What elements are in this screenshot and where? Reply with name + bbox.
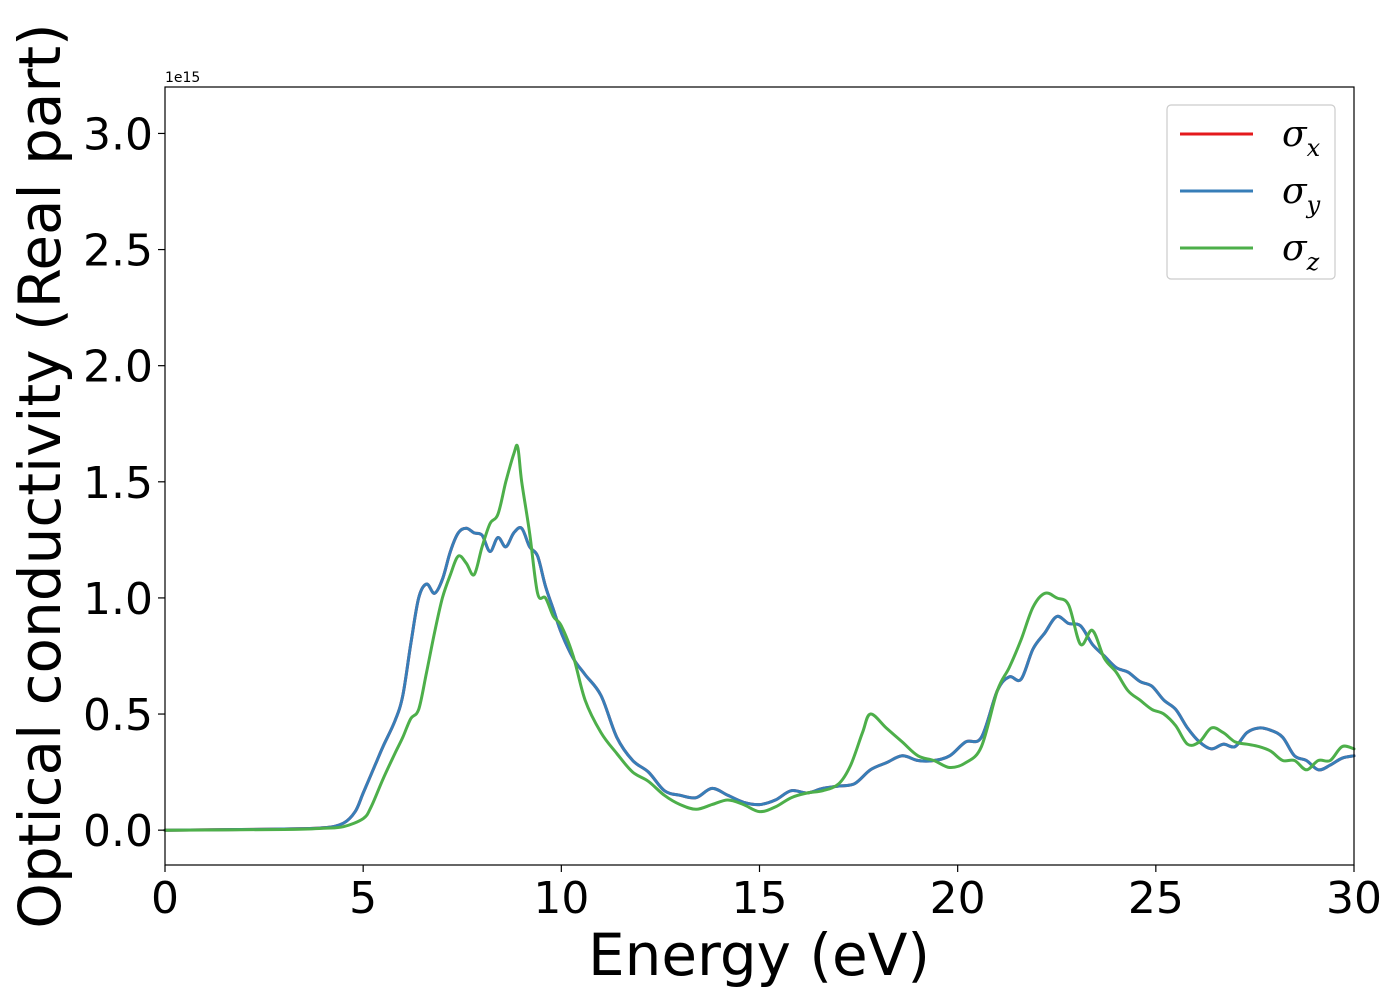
legend-subscript: z [1306,248,1320,276]
y-tick-label: 1.5 [83,458,153,509]
x-tick-label: 5 [349,873,377,924]
y-tick-label: 0.5 [83,690,153,741]
x-tick-label: 0 [151,873,179,924]
y-axis: 0.0 0.5 1.0 1.5 2.0 2.5 3.0 [83,109,165,857]
series-line-y [163,526,1356,832]
y-axis-label: Optical conductivity (Real part) [6,23,74,928]
y-tick-label: 2.5 [83,226,153,277]
y-offset-label: 1e15 [165,70,200,86]
y-tick-label: 2.0 [83,342,153,393]
legend-label-y: σy [1282,171,1321,219]
x-tick-label: 25 [1128,873,1184,924]
legend-subscript: y [1306,191,1321,219]
legend-label-x: σx [1282,114,1321,162]
legend-symbol: σ [1282,171,1308,212]
x-axis-label: Energy (eV) [588,921,930,989]
series-line-z [163,443,1356,832]
x-tick-label: 30 [1326,873,1382,924]
legend-symbol: σ [1282,228,1308,269]
legend-subscript: x [1307,134,1321,162]
x-tick-label: 20 [930,873,986,924]
plot-lines [163,443,1356,832]
x-tick-label: 10 [533,873,589,924]
y-tick-label: 3.0 [83,109,153,160]
legend-symbol: σ [1282,114,1308,155]
x-axis: 0 5 10 15 20 25 30 [151,865,1382,924]
y-tick-label: 1.0 [83,574,153,625]
y-tick-label: 0.0 [83,806,153,857]
x-tick-label: 15 [732,873,788,924]
legend-label-z: σz [1282,228,1320,276]
